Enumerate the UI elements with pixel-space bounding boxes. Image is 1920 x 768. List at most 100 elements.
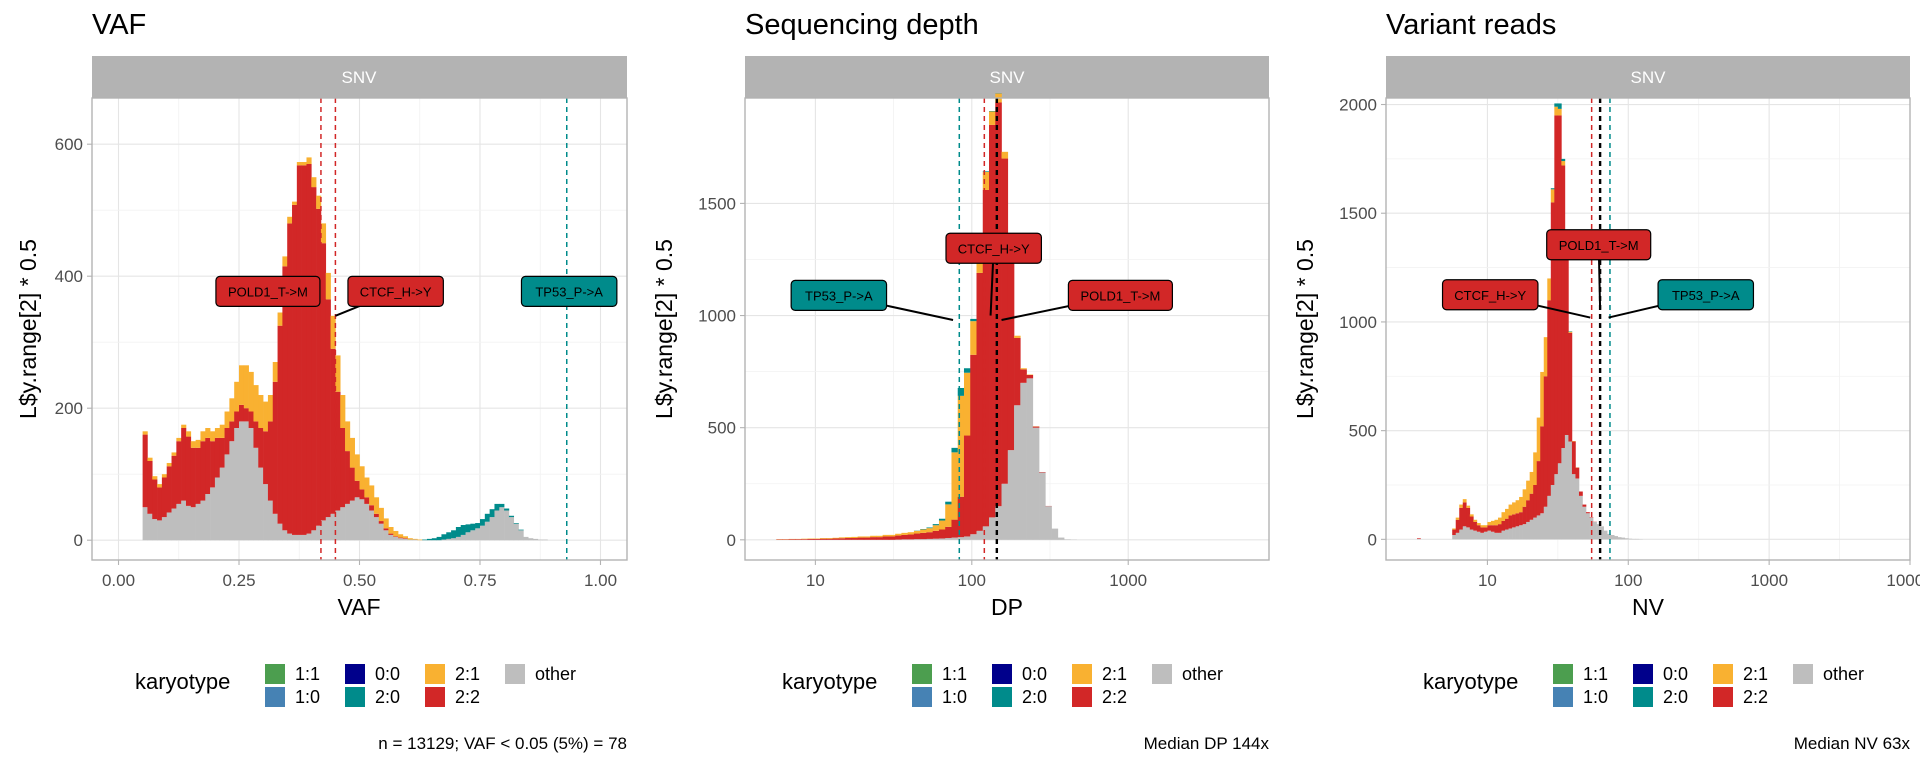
bar-segment-2-1 (147, 457, 153, 461)
bar-segment-other (243, 421, 249, 541)
bar-segment-2-2 (1455, 519, 1460, 533)
bar-segment-other (1480, 532, 1485, 540)
y-tick-label: 2000 (1339, 96, 1377, 115)
legend-label: 1:1 (1583, 664, 1608, 684)
bar-segment-other (272, 513, 278, 541)
bar-segment-2-1 (1455, 517, 1460, 520)
bars (776, 93, 1077, 540)
bar-segment-2-2 (147, 461, 153, 514)
bar-segment-2-2 (970, 354, 977, 535)
bar-segment-2-2 (795, 539, 802, 540)
bar-segment-other (995, 506, 1002, 540)
bar-segment-other (932, 538, 940, 540)
bar-segment-other (412, 539, 418, 541)
bar-segment-other (913, 539, 921, 540)
bar-segment-2-0 (489, 509, 495, 518)
bar-segment-2-1 (263, 401, 269, 432)
bar-segment-2-1 (176, 437, 182, 442)
bar-segment-2-1 (388, 527, 394, 534)
bar-segment-2-2 (1501, 520, 1506, 531)
bar-segment-2-2 (1007, 248, 1015, 451)
bar-segment-2-2 (1582, 504, 1587, 507)
bar-segment-other (441, 539, 447, 541)
legend-key (1152, 664, 1172, 684)
bar-segment-2-2 (373, 513, 380, 518)
bar-segment-2-2 (277, 325, 283, 524)
bar-segment-other (185, 505, 192, 541)
bar-segment-2-2 (807, 538, 815, 540)
bar-segment-2-2 (311, 187, 317, 531)
bar-segment-2-2 (901, 534, 908, 540)
bar-segment-2-2 (364, 497, 370, 504)
bar-segment-other (957, 537, 965, 540)
bar-segment-2-2 (1529, 493, 1534, 520)
bar-segment-other (306, 533, 312, 541)
bar-segment-2-2 (258, 428, 264, 468)
bar-segment-2-2 (267, 421, 274, 501)
driver-label-box (1546, 229, 1652, 261)
x-tick-label: 10 (1478, 571, 1497, 590)
bar-segment-2-2 (306, 164, 312, 534)
legend-label: 2:0 (1022, 687, 1047, 707)
y-ticks: 0 500 1000 1500 (698, 194, 745, 550)
bar-segment-other (263, 484, 269, 541)
bar-segment-2-0 (513, 523, 519, 524)
bar-segment-2-2 (263, 431, 269, 485)
bar-segment-2-1 (1480, 525, 1485, 528)
bar-segment-2-1 (1554, 106, 1559, 116)
legend-key (1713, 687, 1733, 707)
bar-segment-other (234, 428, 240, 541)
bar-segment-other (1039, 472, 1046, 540)
bar-segment-2-1 (1522, 489, 1527, 507)
bar-segment-2-1 (229, 398, 235, 422)
bar-segment-2-2 (1578, 491, 1583, 496)
y-ticks: 0 500 1000 1500 2000 (1339, 96, 1386, 549)
driver-labels: POLD1_T->M CTCF_H->Y TP53_P->A (215, 275, 618, 317)
bar-segment-2-0 (484, 513, 490, 522)
bar-segment-other (528, 538, 534, 541)
bar-segment-2-1 (407, 538, 413, 540)
bar-segment-2-2 (957, 496, 965, 538)
facet-strip-label: SNV (1631, 68, 1667, 87)
bar-segment-other (489, 517, 495, 541)
x-ticks: 10 100 1000 (806, 560, 1147, 590)
x-ticks: 0.00 0.25 0.50 0.75 1.00 (102, 560, 617, 590)
bar-segment-other (1571, 474, 1576, 540)
bar-segment-other (364, 503, 370, 541)
panel-title: Sequencing depth (745, 9, 979, 41)
bar-segment-2-1 (1515, 500, 1520, 514)
bar-segment-2-1 (325, 272, 331, 300)
bar-segment-other (451, 538, 457, 541)
bar-segment-2-1 (1547, 278, 1552, 301)
driver-label-text: TP53_P->A (1672, 288, 1740, 303)
bar-segment-2-1 (340, 395, 346, 428)
bar-segment-other (1557, 463, 1562, 540)
bar-segment-2-1 (1540, 371, 1545, 427)
bar-segment-other (354, 497, 360, 541)
bar-segment-2-2 (1476, 525, 1481, 532)
legend-label: 1:1 (295, 664, 320, 684)
bar-segment-2-2 (1032, 426, 1040, 428)
bar-segment-other (1473, 530, 1478, 540)
bar-segment-other (147, 513, 153, 541)
bar-segment-2-2 (995, 102, 1002, 507)
driver-label-box (1067, 279, 1174, 311)
bar-segment-2-2 (229, 421, 235, 442)
bar-segment-2-1 (1519, 496, 1523, 513)
bar-segment-other (1455, 532, 1460, 540)
bar-segment-2-1 (157, 484, 163, 488)
bar-segment-other (976, 530, 984, 540)
bar-segment-other (373, 517, 380, 541)
bar-segment-2-1 (234, 381, 240, 412)
bar-segment-other (292, 534, 298, 541)
bar-segment-2-1 (364, 477, 370, 498)
bar-segment-other (446, 538, 452, 541)
bar-segment-2-2 (1564, 239, 1569, 435)
bar-segment-2-2 (826, 538, 833, 540)
plot-frame (1385, 97, 1911, 561)
x-tick-label: 10 (806, 571, 825, 590)
bar-segment-other (142, 507, 148, 541)
bar-segment-2-2 (210, 441, 216, 488)
bar-segment-other (200, 500, 206, 541)
bar-segment-other (1628, 538, 1633, 540)
